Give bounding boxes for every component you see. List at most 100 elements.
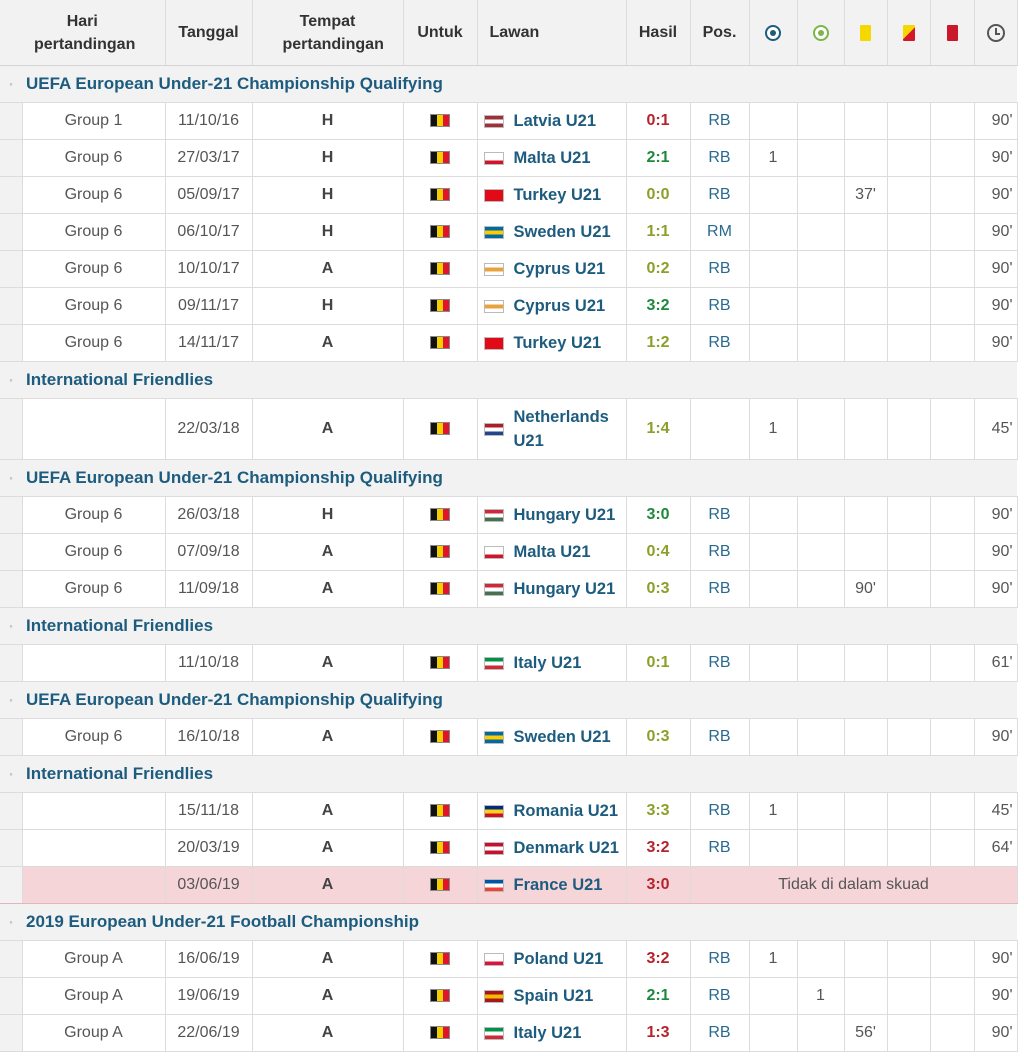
opponent-link[interactable]: Turkey U21 (513, 334, 602, 352)
goals-cell (749, 176, 798, 214)
result-cell[interactable]: 0:2 (626, 250, 691, 288)
competition-title[interactable]: International Friendlies (22, 755, 1017, 793)
header-red[interactable] (930, 0, 975, 66)
result-cell[interactable]: 1:4 (626, 398, 691, 460)
opponent-cell[interactable]: Turkey U21 (477, 324, 627, 362)
result-cell[interactable]: 0:1 (626, 644, 691, 682)
result-cell[interactable]: 1:3 (626, 1014, 691, 1052)
header-date[interactable]: Tanggal (165, 0, 253, 66)
header-assists[interactable] (797, 0, 845, 66)
opponent-cell[interactable]: Poland U21 (477, 940, 627, 978)
venue-cell: H (252, 213, 404, 251)
assists-cell (797, 213, 845, 251)
assists-cell (797, 102, 845, 140)
opponent-link[interactable]: Romania U21 (513, 802, 619, 820)
opponent-cell[interactable]: Italy U21 (477, 644, 627, 682)
date-cell: 03/06/19 (165, 866, 253, 904)
result-cell[interactable]: 3:2 (626, 829, 691, 867)
opponent-cell[interactable]: Spain U21 (477, 977, 627, 1015)
header-opponent[interactable]: Lawan (477, 0, 627, 66)
date-cell: 26/03/18 (165, 496, 253, 534)
opponent-cell[interactable]: Malta U21 (477, 139, 627, 177)
header-goals[interactable] (749, 0, 798, 66)
result-cell[interactable]: 2:1 (626, 977, 691, 1015)
opponent-cell[interactable]: Sweden U21 (477, 213, 627, 251)
result-cell[interactable]: 1:1 (626, 213, 691, 251)
result-cell[interactable]: 3:2 (626, 940, 691, 978)
result-cell[interactable]: 0:1 (626, 102, 691, 140)
opponent-link[interactable]: Italy U21 (513, 1024, 582, 1042)
opponent-link[interactable]: Denmark U21 (513, 839, 619, 857)
result-cell[interactable]: 0:3 (626, 570, 691, 608)
opponent-link[interactable]: Spain U21 (513, 987, 594, 1005)
competition-title[interactable]: 2019 European Under-21 Football Champion… (22, 903, 1017, 941)
opponent-link[interactable]: Italy U21 (513, 654, 582, 672)
red-card-cell (930, 644, 975, 682)
venue-cell: A (252, 866, 404, 904)
opponent-cell[interactable]: Hungary U21 (477, 570, 627, 608)
opponent-cell[interactable]: Denmark U21 (477, 829, 627, 867)
opponent-cell[interactable]: Netherlands U21 (477, 398, 627, 460)
row-spacer (0, 139, 23, 177)
opponent-link[interactable]: Sweden U21 (513, 223, 611, 241)
opponent-cell[interactable]: Turkey U21 (477, 176, 627, 214)
header-venue[interactable]: Tempat pertandingan (252, 0, 404, 66)
opponent-link[interactable]: Sweden U21 (513, 728, 611, 746)
team-flag-cell (403, 398, 478, 460)
matchday-cell: Group 6 (22, 213, 166, 251)
opponent-cell[interactable]: Malta U21 (477, 533, 627, 571)
opponent-link[interactable]: Turkey U21 (513, 186, 602, 204)
opponent-cell[interactable]: Italy U21 (477, 1014, 627, 1052)
yellow-card-cell (844, 287, 888, 325)
result-cell[interactable]: 0:4 (626, 533, 691, 571)
minutes-cell: 90' (974, 176, 1018, 214)
header-result[interactable]: Hasil (626, 0, 691, 66)
opponent-link[interactable]: Malta U21 (513, 543, 591, 561)
opponent-link[interactable]: France U21 (513, 876, 603, 894)
row-spacer (0, 287, 23, 325)
competition-title[interactable]: International Friendlies (22, 607, 1017, 645)
opponent-link[interactable]: Cyprus U21 (513, 260, 606, 278)
opponent-link[interactable]: Netherlands U21 (513, 408, 609, 450)
opponent-cell[interactable]: Cyprus U21 (477, 250, 627, 288)
result-cell[interactable]: 3:2 (626, 287, 691, 325)
opponent-cell[interactable]: France U21 (477, 866, 627, 904)
minutes-cell: 90' (974, 139, 1018, 177)
header-second-yellow[interactable] (887, 0, 931, 66)
competition-title[interactable]: UEFA European Under-21 Championship Qual… (22, 681, 1017, 719)
red-card-cell (930, 398, 975, 460)
result-cell[interactable]: 2:1 (626, 139, 691, 177)
matchday-cell: Group A (22, 1014, 166, 1052)
row-spacer (0, 570, 23, 608)
opponent-cell[interactable]: Hungary U21 (477, 496, 627, 534)
opponent-link[interactable]: Cyprus U21 (513, 297, 606, 315)
header-matchday[interactable]: Hari pertandingan (0, 0, 166, 66)
competition-title[interactable]: UEFA European Under-21 Championship Qual… (22, 459, 1017, 497)
competition-title[interactable]: UEFA European Under-21 Championship Qual… (22, 65, 1017, 103)
opponent-cell[interactable]: Romania U21 (477, 792, 627, 830)
result-cell[interactable]: 1:2 (626, 324, 691, 362)
opponent-link[interactable]: Malta U21 (513, 149, 591, 167)
date-cell: 05/09/17 (165, 176, 253, 214)
header-for[interactable]: Untuk (403, 0, 478, 66)
result-cell[interactable]: 3:0 (626, 496, 691, 534)
row-spacer (0, 644, 23, 682)
header-position[interactable]: Pos. (690, 0, 750, 66)
result-cell[interactable]: 0:0 (626, 176, 691, 214)
header-minutes[interactable] (974, 0, 1018, 66)
result-cell[interactable]: 3:3 (626, 792, 691, 830)
opponent-link[interactable]: Hungary U21 (513, 506, 616, 524)
opponent-cell[interactable]: Sweden U21 (477, 718, 627, 756)
result-cell[interactable]: 0:3 (626, 718, 691, 756)
result-cell[interactable]: 3:0 (626, 866, 691, 904)
opponent-link[interactable]: Poland U21 (513, 950, 604, 968)
position-cell: RB (690, 644, 750, 682)
opponent-cell[interactable]: Latvia U21 (477, 102, 627, 140)
opponent-link[interactable]: Hungary U21 (513, 580, 616, 598)
opponent-flag-icon (483, 841, 504, 855)
opponent-cell[interactable]: Cyprus U21 (477, 287, 627, 325)
opponent-link[interactable]: Latvia U21 (513, 112, 597, 130)
competition-title[interactable]: International Friendlies (22, 361, 1017, 399)
goals-cell: 1 (749, 398, 798, 460)
header-yellow[interactable] (844, 0, 888, 66)
